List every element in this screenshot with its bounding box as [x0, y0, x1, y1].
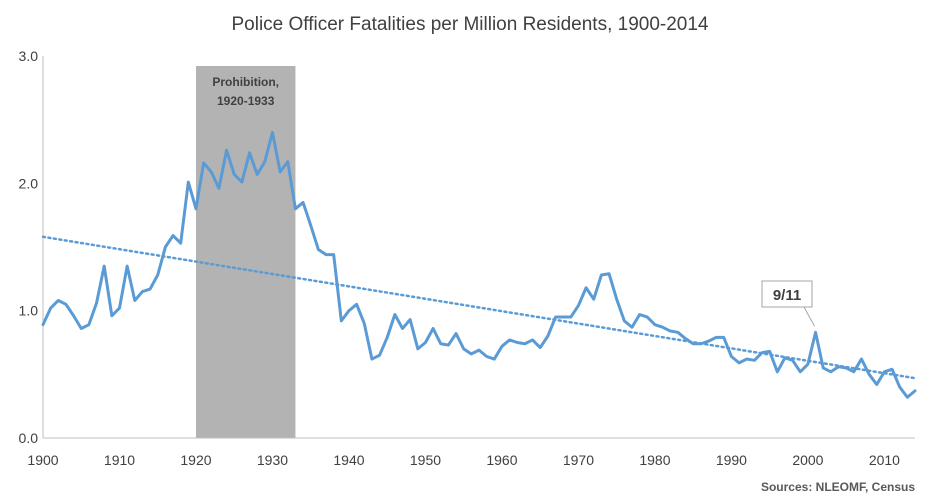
y-tick-label: 2.0 [19, 175, 39, 191]
y-axis-ticks: 0.0 1.0 2.0 3.0 [19, 48, 39, 446]
x-tick-label: 1980 [639, 452, 670, 468]
callout-box [761, 280, 813, 308]
callout-label: 9/11 [773, 287, 801, 304]
x-tick-label: 1950 [410, 452, 441, 468]
x-tick-label: 1910 [104, 452, 135, 468]
y-tick-label: 1.0 [19, 303, 39, 319]
x-tick-label: 1940 [333, 452, 364, 468]
chart-title: Police Officer Fatalities per Million Re… [232, 14, 709, 35]
x-tick-label: 1960 [486, 452, 517, 468]
x-tick-label: 2010 [869, 452, 900, 468]
x-tick-label: 1920 [180, 452, 211, 468]
prohibition-label-line1: Prohibition, [212, 75, 279, 89]
x-tick-label: 1990 [716, 452, 747, 468]
callout-9-11: 9/11 [761, 280, 816, 327]
fatalities-series-line [41, 130, 917, 399]
x-tick-label: 1900 [27, 452, 58, 468]
prohibition-label-line2: 1920-1933 [217, 94, 275, 108]
x-axis-ticks: 1900 1910 1920 1930 1940 1950 1960 1970 1980 1990… [27, 452, 900, 468]
x-tick-label: 1970 [563, 452, 594, 468]
x-tick-label: 2000 [792, 452, 823, 468]
callout-pointer [803, 306, 816, 327]
y-tick-label: 0.0 [19, 430, 39, 446]
y-tick-label: 3.0 [19, 48, 39, 64]
source-note: Sources: NLEOMF, Census [761, 480, 915, 494]
prohibition-shaded-region [195, 66, 296, 438]
x-tick-label: 1930 [257, 452, 288, 468]
